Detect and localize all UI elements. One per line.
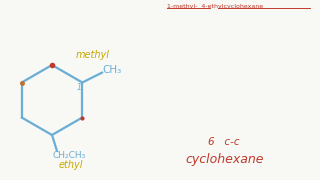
Text: CH₃: CH₃ (103, 64, 122, 75)
Text: 6   c-c: 6 c-c (208, 137, 240, 147)
Text: 1: 1 (77, 83, 82, 92)
Text: methyl: methyl (75, 50, 109, 60)
Text: ethyl: ethyl (59, 160, 83, 170)
Text: cyclohexane: cyclohexane (185, 154, 263, 166)
Text: CH₂CH₃: CH₂CH₃ (52, 150, 86, 159)
Text: 1-methyl-  4-ethylcyclohexane: 1-methyl- 4-ethylcyclohexane (167, 4, 263, 9)
